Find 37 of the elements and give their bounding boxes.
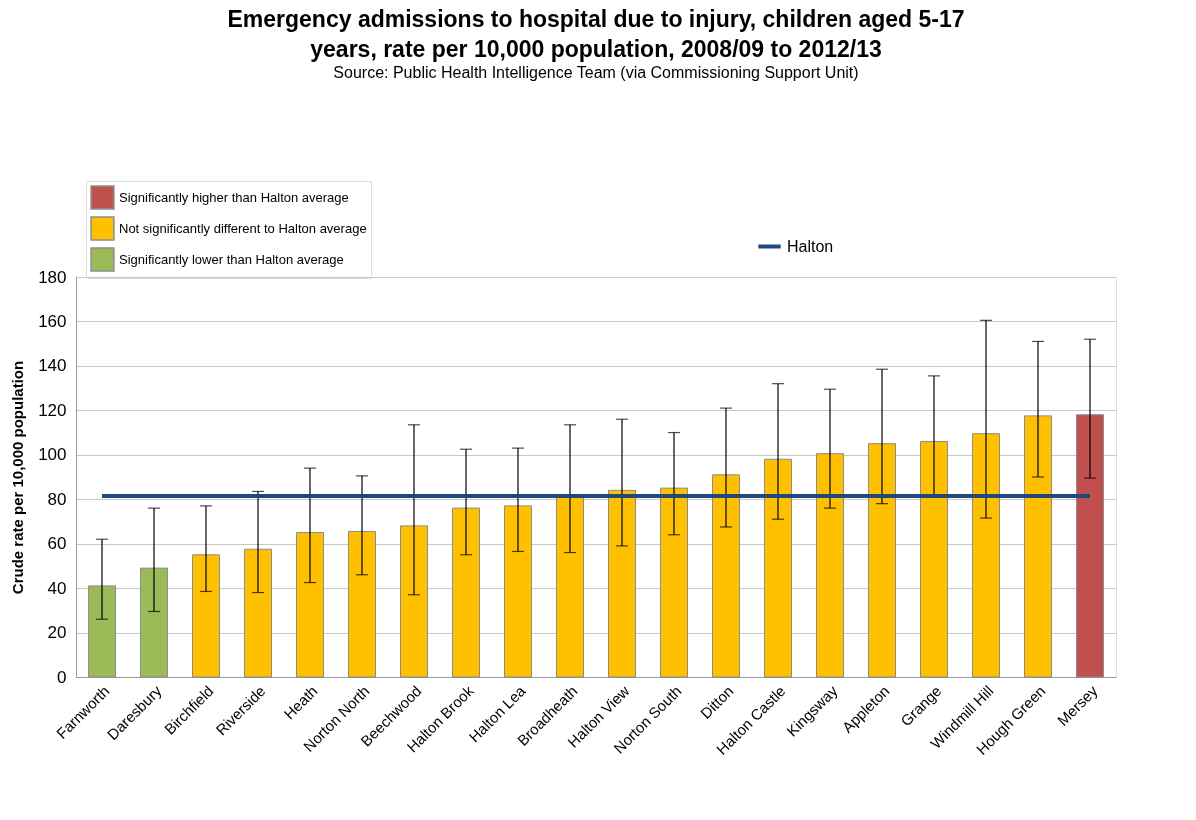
bar	[503, 505, 533, 678]
y-tick-label: 120	[38, 400, 67, 420]
y-tick-label: 40	[47, 578, 67, 598]
y-tick-label: 180	[38, 267, 67, 287]
legend-label: Significantly higher than Halton average	[119, 189, 349, 205]
y-tick-label: 0	[57, 667, 67, 687]
bar	[347, 530, 377, 678]
y-axis-title: Crude rate per 10,000 population	[9, 360, 27, 595]
bar	[763, 458, 793, 678]
legend-label: Significantly lower than Halton average	[119, 251, 344, 267]
chart-subtitle: Source: Public Health Intelligence Team (via Commissioning Support Unit)	[333, 63, 859, 81]
chart-title: Emergency admissions to hospital due to injury, children aged 5-17 years, rate per 10,000 population, 2008/09 to 2012/13	[227, 5, 965, 62]
bar	[867, 443, 897, 678]
bar	[243, 548, 273, 678]
bar	[295, 532, 325, 678]
y-tick-label: 100	[38, 445, 67, 465]
bar	[1023, 415, 1053, 678]
bar	[607, 489, 637, 678]
bar	[399, 525, 429, 678]
y-tick-label: 60	[47, 534, 67, 554]
bar	[659, 487, 689, 678]
bar	[971, 433, 1001, 678]
y-tick-label: 20	[47, 623, 67, 643]
bar	[139, 567, 169, 678]
bar	[555, 496, 585, 678]
bar	[919, 440, 949, 678]
y-tick-label: 160	[38, 311, 67, 331]
bar	[87, 585, 117, 678]
y-tick-label: 140	[38, 356, 67, 376]
bar	[711, 474, 741, 678]
bar	[815, 453, 845, 678]
legend-label: Not significantly different to Halton average	[119, 220, 367, 236]
bar	[451, 507, 481, 678]
bar	[1075, 414, 1105, 678]
bar	[191, 554, 221, 678]
y-tick-label: 80	[47, 489, 67, 509]
legend-label: Halton	[787, 237, 834, 255]
